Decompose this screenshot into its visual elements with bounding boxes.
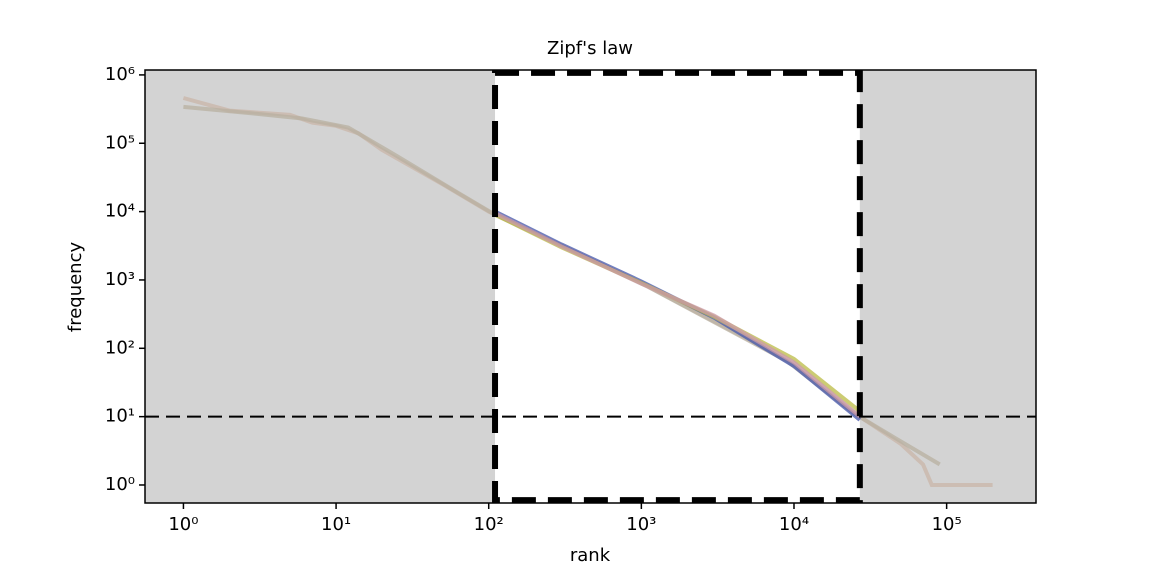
x-tick-label: 10⁰	[168, 514, 198, 535]
x-axis-label: rank	[570, 545, 611, 566]
y-tick-label: 10²	[105, 337, 135, 358]
x-tick-label: 10⁴	[779, 514, 809, 535]
data-line	[494, 211, 862, 419]
x-tick-label: 10²	[474, 514, 504, 535]
x-tick-label: 10³	[626, 514, 656, 535]
y-tick-label: 10⁵	[105, 132, 135, 153]
y-tick-label: 10⁰	[105, 474, 135, 495]
x-tick-label: 10¹	[321, 514, 351, 535]
data-line	[494, 212, 862, 413]
shaded-region	[859, 70, 1036, 503]
y-axis-label: frequency	[65, 242, 86, 333]
y-tick-label: 10³	[105, 269, 135, 290]
y-tick-label: 10¹	[105, 406, 135, 427]
y-tick-label: 10⁶	[105, 64, 135, 85]
x-tick-label: 10⁵	[932, 514, 962, 535]
chart-title: Zipf's law	[547, 38, 633, 59]
y-tick-label: 10⁴	[105, 201, 135, 222]
plot-frame	[144, 69, 1037, 504]
highlight-box	[492, 69, 863, 504]
data-line	[183, 104, 941, 467]
shaded-region	[145, 70, 496, 503]
